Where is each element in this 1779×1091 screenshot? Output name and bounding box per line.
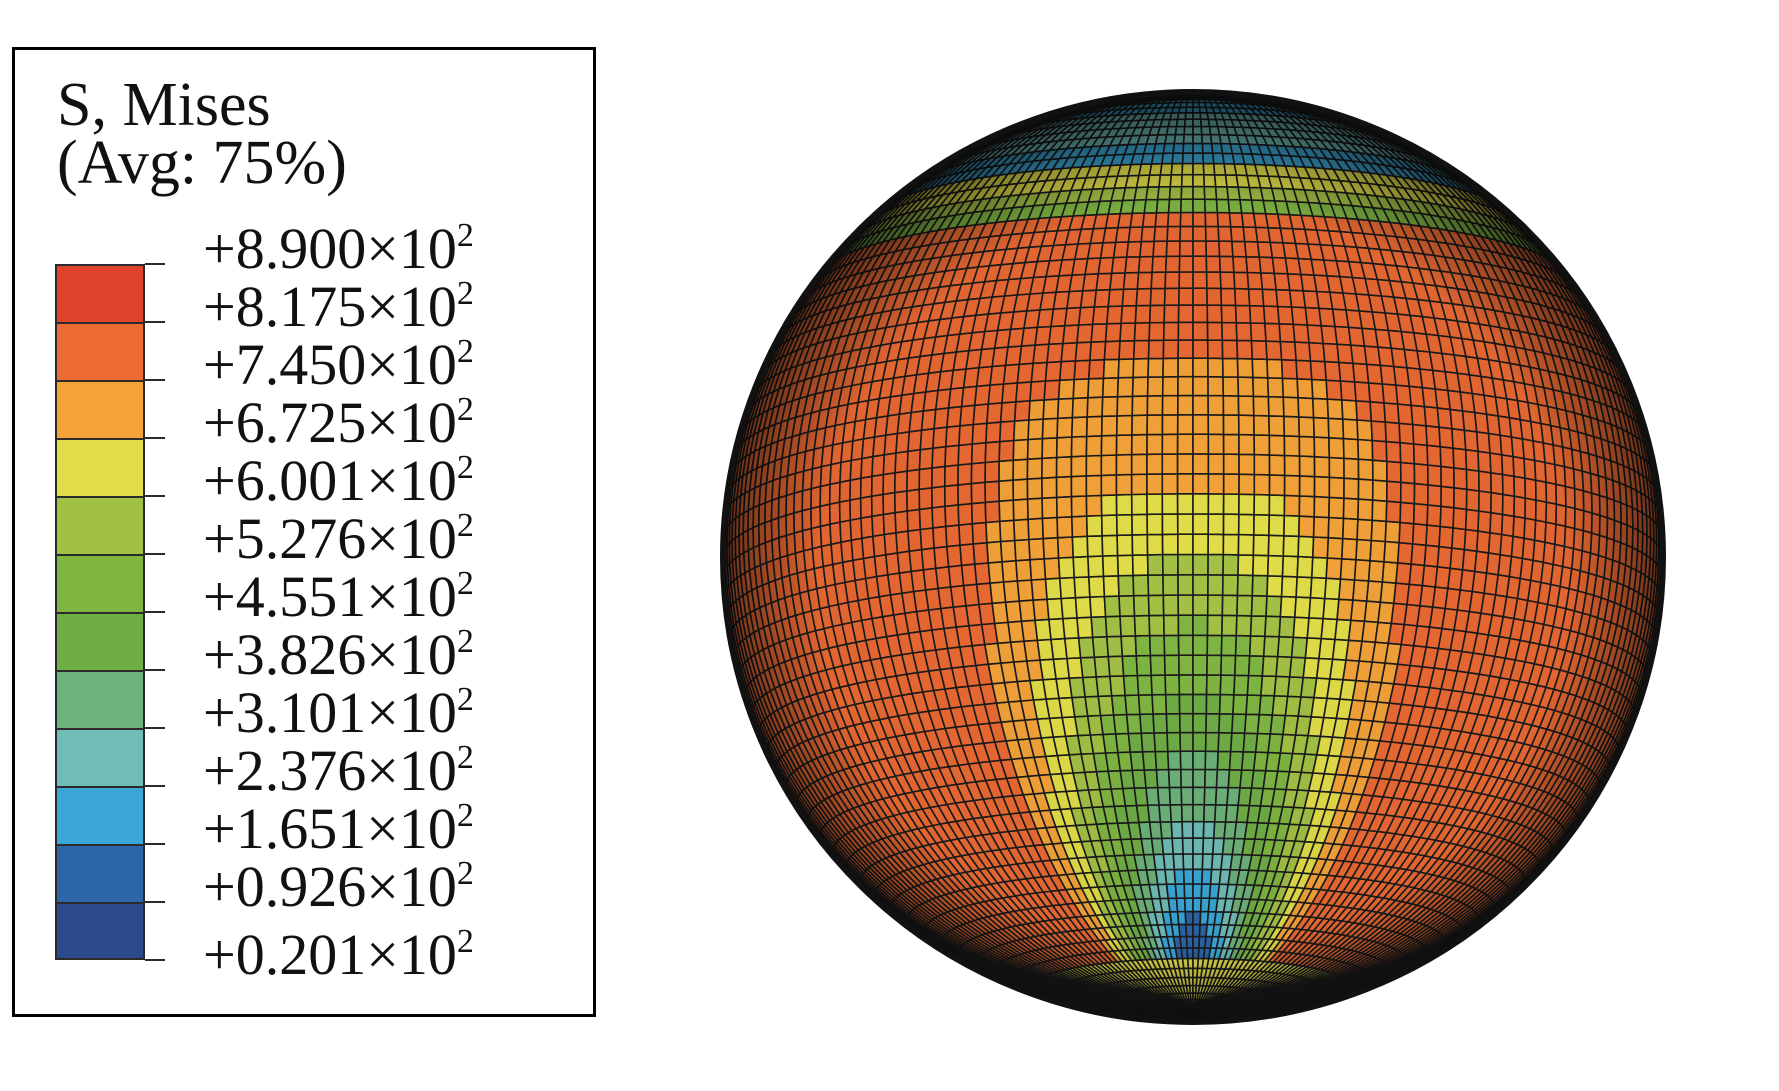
legend-value-mantissa: +0.926×10 <box>203 854 457 919</box>
legend-value-exponent: 2 <box>456 507 474 544</box>
legend-value-6: +4.551×102 <box>203 565 474 626</box>
legend-tick-7 <box>145 669 165 671</box>
legend-swatch-3 <box>55 438 145 496</box>
legend-swatch-9 <box>55 786 145 844</box>
legend-value-exponent: 2 <box>456 275 474 312</box>
legend-value-4: +6.001×102 <box>203 449 474 510</box>
legend-tick-11 <box>145 901 165 903</box>
legend-tick-10 <box>145 843 165 845</box>
legend-tick-9 <box>145 785 165 787</box>
legend-tick-8 <box>145 727 165 729</box>
legend-value-1: +8.175×102 <box>203 275 474 336</box>
legend-value-exponent: 2 <box>456 797 474 834</box>
legend-value-mantissa: +3.826×10 <box>203 622 457 687</box>
legend-swatch-7 <box>55 670 145 728</box>
legend-value-exponent: 2 <box>456 623 474 660</box>
legend-value-exponent: 2 <box>456 739 474 776</box>
legend-swatch-8 <box>55 728 145 786</box>
legend-value-8: +3.101×102 <box>203 681 474 742</box>
legend-tick-4 <box>145 495 165 497</box>
legend-title-line1: S, Mises <box>57 71 271 139</box>
legend-value-mantissa: +2.376×10 <box>203 738 457 803</box>
legend-swatch-10 <box>55 844 145 902</box>
legend-value-9: +2.376×102 <box>203 739 474 800</box>
legend-tick-0 <box>145 263 165 265</box>
legend-value-7: +3.826×102 <box>203 623 474 684</box>
legend-value-0: +8.900×102 <box>203 217 474 278</box>
color-bar <box>55 264 145 960</box>
legend-title: S, Mises (Avg: 75%) <box>57 71 347 197</box>
legend-value-mantissa: +4.551×10 <box>203 564 457 629</box>
legend-value-mantissa: +6.001×10 <box>203 448 457 513</box>
legend-swatch-1 <box>55 322 145 380</box>
model-viewport <box>688 12 1768 1082</box>
legend-value-3: +6.725×102 <box>203 391 474 452</box>
sphere-contour-plot <box>720 89 1666 1025</box>
legend-swatch-0 <box>55 264 145 322</box>
legend-value-exponent: 2 <box>456 855 474 892</box>
legend-title-line2: (Avg: 75%) <box>57 129 347 197</box>
legend-value-exponent: 2 <box>456 333 474 370</box>
legend-value-exponent: 2 <box>456 565 474 602</box>
legend-value-mantissa: +5.276×10 <box>203 506 457 571</box>
legend-value-exponent: 2 <box>456 681 474 718</box>
legend-value-12: +0.201×102 <box>203 923 474 984</box>
legend-swatch-6 <box>55 612 145 670</box>
legend-tick-3 <box>145 437 165 439</box>
legend-value-mantissa: +7.450×10 <box>203 332 457 397</box>
legend-value-11: +0.926×102 <box>203 855 474 916</box>
legend-swatch-4 <box>55 496 145 554</box>
legend-value-mantissa: +3.101×10 <box>203 680 457 745</box>
legend-tick-6 <box>145 611 165 613</box>
legend-value-10: +1.651×102 <box>203 797 474 858</box>
legend-value-2: +7.450×102 <box>203 333 474 394</box>
legend-value-mantissa: +1.651×10 <box>203 796 457 861</box>
legend-swatch-11 <box>55 902 145 960</box>
legend-value-mantissa: +8.900×10 <box>203 216 457 281</box>
legend-value-exponent: 2 <box>456 449 474 486</box>
legend-tick-5 <box>145 553 165 555</box>
legend-swatch-2 <box>55 380 145 438</box>
legend-value-exponent: 2 <box>456 923 474 960</box>
legend-panel: S, Mises (Avg: 75%) +8.900×102 +8.175×102… <box>12 47 596 1017</box>
legend-tick-1 <box>145 321 165 323</box>
legend-value-5: +5.276×102 <box>203 507 474 568</box>
legend-tick-2 <box>145 379 165 381</box>
legend-tick-12 <box>145 959 165 961</box>
legend-value-mantissa: +6.725×10 <box>203 390 457 455</box>
legend-value-exponent: 2 <box>456 391 474 428</box>
legend-value-exponent: 2 <box>456 217 474 254</box>
legend-swatch-5 <box>55 554 145 612</box>
legend-value-mantissa: +0.201×10 <box>203 922 457 987</box>
legend-value-mantissa: +8.175×10 <box>203 274 457 339</box>
